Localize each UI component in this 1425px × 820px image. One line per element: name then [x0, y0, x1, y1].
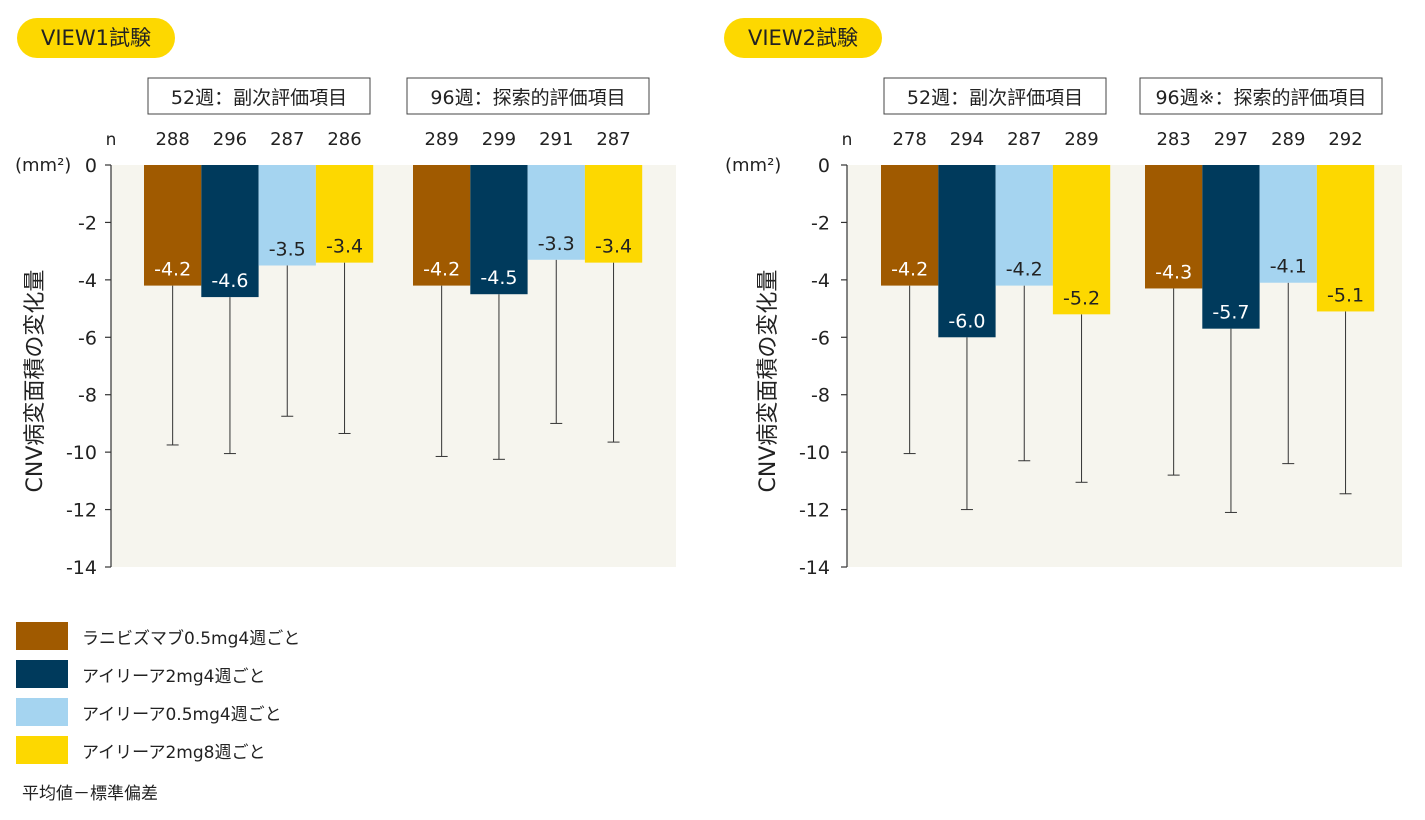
y-tick-label: -10	[799, 442, 830, 464]
bar-value-label: -3.4	[595, 236, 632, 258]
legend-swatch	[16, 622, 68, 650]
legend-swatch	[16, 736, 68, 764]
y-tick-label: 0	[85, 155, 97, 177]
legend-item-ranibizumab-0-5mg-4w: ラニビズマブ0.5mg4週ごと	[16, 622, 300, 650]
bar	[413, 165, 471, 286]
n-value: 287	[1007, 129, 1041, 150]
n-value: 294	[950, 129, 984, 150]
bar-value-label: -4.1	[1270, 256, 1307, 278]
n-value: 283	[1156, 129, 1190, 150]
bar	[315, 165, 374, 263]
bar-value-label: -5.1	[1327, 284, 1364, 306]
n-value: 297	[1214, 129, 1248, 150]
y-tick-label: -4	[78, 270, 97, 292]
footnote: 平均値－標準偏差	[22, 784, 158, 804]
n-label: n	[842, 130, 853, 150]
bar	[144, 165, 202, 286]
y-tick-label: -2	[811, 212, 830, 234]
group-label: 96週※：探索的評価項目	[1155, 87, 1366, 109]
view2-title-pill: VIEW2試験	[724, 18, 882, 58]
legend-label: ラニビズマブ0.5mg4週ごと	[82, 628, 301, 649]
legend-label: アイリーア0.5mg4週ごと	[82, 704, 282, 725]
y-axis-unit: (mm²)	[15, 155, 71, 176]
bar-value-label: -3.5	[269, 239, 306, 261]
bar	[201, 165, 259, 298]
bar	[938, 165, 996, 338]
n-value: 291	[539, 129, 573, 150]
legend: ラニビズマブ0.5mg4週ごと アイリーア2mg4週ごと アイリーア0.5mg4…	[16, 622, 300, 774]
n-value: 289	[1064, 129, 1098, 150]
y-tick-label: -6	[78, 327, 97, 349]
n-value: 289	[424, 129, 458, 150]
n-value: 287	[596, 129, 630, 150]
bar-value-label: -3.3	[538, 233, 575, 255]
bar	[527, 165, 585, 260]
y-tick-label: -10	[66, 442, 97, 464]
y-axis-title: CNV病変面積の変化量	[756, 270, 781, 493]
bar	[881, 165, 939, 286]
y-tick-label: -14	[799, 557, 830, 579]
bar-value-label: -6.0	[948, 310, 985, 332]
bar-value-label: -4.2	[891, 259, 928, 281]
bar-value-label: -5.7	[1212, 302, 1249, 324]
n-value: 278	[892, 129, 926, 150]
n-value: 292	[1328, 129, 1362, 150]
bar	[1052, 165, 1111, 315]
n-label: n	[106, 130, 117, 150]
y-axis-title: CNV病変面積の変化量	[23, 270, 48, 493]
bar-value-label: -4.3	[1155, 261, 1192, 283]
legend-label: アイリーア2mg8週ごと	[82, 742, 266, 763]
legend-swatch	[16, 698, 68, 726]
n-value: 287	[270, 129, 304, 150]
y-tick-label: -12	[799, 500, 830, 522]
y-tick-label: -14	[66, 557, 97, 579]
bar	[1202, 165, 1260, 329]
group-label: 52週：副次評価項目	[907, 87, 1083, 109]
view1-title-pill: VIEW1試験	[17, 18, 175, 58]
legend-swatch	[16, 660, 68, 688]
y-tick-label: 0	[818, 155, 830, 177]
bar	[258, 165, 316, 266]
group-label-box	[883, 77, 1107, 115]
legend-item-aflibercept-0-5mg-4w: アイリーア0.5mg4週ごと	[16, 698, 300, 726]
n-value: 286	[327, 129, 361, 150]
group-label-box	[1139, 77, 1383, 115]
y-tick-label: -4	[811, 270, 830, 292]
bar	[1145, 165, 1203, 289]
bar	[1316, 165, 1375, 312]
group-label: 52週：副次評価項目	[171, 87, 347, 109]
bar-value-label: -4.2	[423, 259, 460, 281]
bar	[470, 165, 528, 295]
bar-value-label: -5.2	[1063, 287, 1100, 309]
legend-label: アイリーア2mg4週ごと	[82, 666, 266, 687]
bar	[995, 165, 1053, 286]
group-label-box	[147, 77, 371, 115]
bar-value-label: -4.6	[211, 270, 248, 292]
y-tick-label: -8	[811, 385, 830, 407]
y-tick-label: -12	[66, 500, 97, 522]
group-label-box	[406, 77, 650, 115]
y-tick-label: -2	[78, 212, 97, 234]
group-label: 96週：探索的評価項目	[430, 87, 625, 109]
n-value: 296	[213, 129, 247, 150]
y-tick-label: -6	[811, 327, 830, 349]
y-tick-label: -8	[78, 385, 97, 407]
bar-value-label: -3.4	[326, 236, 363, 258]
bar-value-label: -4.2	[154, 259, 191, 281]
bar-value-label: -4.5	[480, 267, 517, 289]
legend-item-aflibercept-2mg-4w: アイリーア2mg4週ごと	[16, 660, 300, 688]
n-value: 288	[155, 129, 189, 150]
bar	[584, 165, 643, 263]
bar-value-label: -4.2	[1006, 259, 1043, 281]
legend-item-aflibercept-2mg-8w: アイリーア2mg8週ごと	[16, 736, 300, 764]
bar	[1259, 165, 1317, 283]
n-value: 289	[1271, 129, 1305, 150]
n-value: 299	[482, 129, 516, 150]
y-axis-unit: (mm²)	[725, 155, 781, 176]
